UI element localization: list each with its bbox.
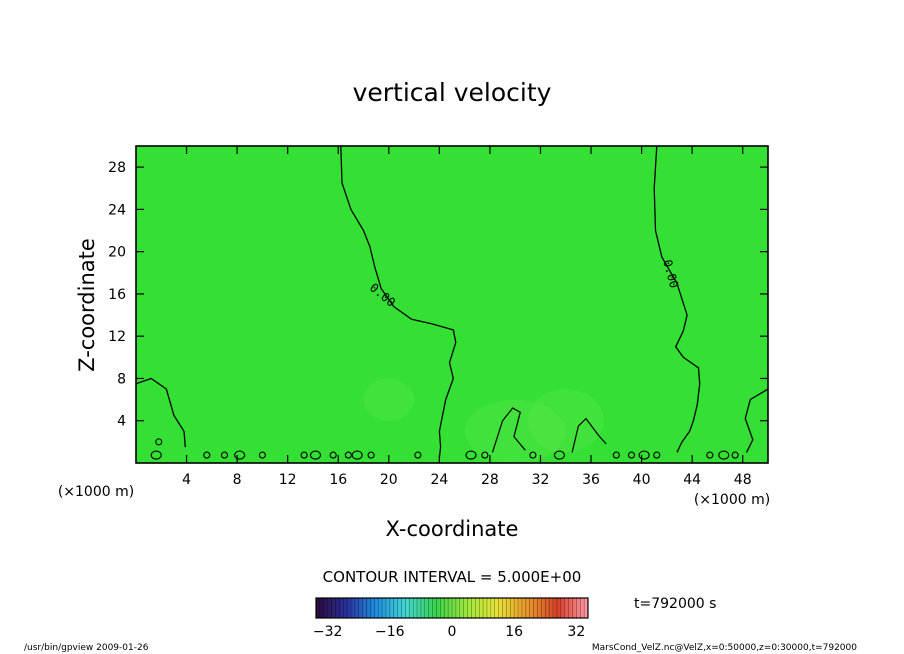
- surface-contour-loop: [706, 451, 714, 459]
- surface-contour-loop: [638, 450, 650, 460]
- shading-patch: [527, 389, 604, 453]
- surface-contour-loop: [300, 451, 308, 459]
- x-unit-label-left: (×1000 m): [58, 484, 134, 500]
- x-unit-label-right: (×1000 m): [694, 492, 770, 508]
- surface-contour-loop: [344, 451, 352, 459]
- plot-area: 0.000.00: [135, 145, 769, 464]
- x-tick-label: 12: [279, 472, 297, 488]
- contour-interval-label: CONTOUR INTERVAL = 5.000E+00: [323, 568, 582, 586]
- contour-bump: [571, 417, 607, 453]
- y-tick-label: 24: [108, 202, 126, 218]
- colorbar-tick-label: −32: [313, 624, 343, 640]
- x-tick-label: 32: [532, 472, 550, 488]
- x-tick-label: 48: [734, 472, 752, 488]
- footer-left: /usr/bin/gpview 2009-01-26: [24, 643, 149, 653]
- velocity-field: [136, 146, 768, 463]
- y-tick-label: 28: [108, 160, 126, 176]
- surface-contour-loop: [627, 451, 636, 459]
- y-tick-label: 16: [108, 287, 126, 303]
- contour-lines: [135, 145, 769, 460]
- time-label: t=792000 s: [634, 596, 716, 612]
- contour-left-edge: [135, 377, 186, 448]
- contour-bump: [491, 407, 526, 453]
- zero-contour-right: [653, 145, 701, 453]
- x-tick-label: 16: [329, 472, 347, 488]
- x-tick-label: 28: [481, 472, 499, 488]
- x-tick-label: 8: [233, 472, 242, 488]
- y-tick-label: 8: [117, 371, 126, 387]
- surface-contour-loop: [731, 451, 739, 459]
- colorbar-ticks: −32 −16 0 16 32: [313, 624, 585, 640]
- colorbar-frame: [315, 597, 589, 619]
- footer-right: MarsCond_VelZ.nc@VelZ,x=0:50000,z=0:3000…: [592, 643, 857, 653]
- x-tick-label: 44: [683, 472, 701, 488]
- colorbar-tick-label: −16: [375, 624, 405, 640]
- x-tick-label: 24: [430, 472, 448, 488]
- surface-contour-loop: [351, 450, 363, 460]
- x-axis-label: X-coordinate: [386, 517, 519, 541]
- y-tick-label: 12: [108, 329, 126, 345]
- surface-contour-loop: [258, 451, 266, 459]
- surface-contour-loop: [465, 450, 477, 460]
- colorbar-tick-label: 16: [505, 624, 523, 640]
- colorbar-tick-label: 32: [567, 624, 585, 640]
- colorbar: [315, 598, 589, 618]
- x-axis-ticks: 4 8 12 16 20 24 28 32 36 40 44 48: [182, 146, 752, 488]
- y-axis-label: Z-coordinate: [75, 238, 99, 372]
- surface-contour-loop: [203, 451, 211, 459]
- plot-frame: [135, 145, 769, 464]
- x-tick-label: 36: [582, 472, 600, 488]
- colorbar-tick-label: 0: [448, 624, 457, 640]
- surface-contour-loop: [481, 451, 489, 459]
- contour-right-edge: [744, 388, 769, 453]
- y-tick-label: 20: [108, 245, 126, 261]
- surface-contour-loop: [220, 451, 229, 459]
- surface-contour-loop: [329, 451, 337, 459]
- surface-contour-loop: [367, 451, 375, 459]
- x-tick-label: 40: [633, 472, 651, 488]
- surface-contour-loop: [718, 450, 730, 460]
- surface-contour-loop: [653, 451, 661, 459]
- x-tick-label: 4: [182, 472, 191, 488]
- chart-title: vertical velocity: [353, 78, 552, 107]
- surface-contour-loop: [553, 450, 565, 460]
- surface-contour-loop: [414, 451, 422, 459]
- surface-contour-loop: [529, 451, 537, 459]
- surface-contour-loop: [309, 450, 322, 460]
- surface-contour-loop: [612, 451, 620, 459]
- surface-contour-loop: [234, 450, 246, 460]
- surface-contour-loop: [155, 438, 163, 446]
- y-axis-ticks: 4 8 12 16 20 24 28: [108, 160, 768, 430]
- zero-contour-left: [340, 145, 457, 458]
- surface-contour-loop: [150, 450, 162, 460]
- y-tick-label: 4: [117, 414, 126, 430]
- shading-patch: [363, 378, 415, 421]
- x-tick-label: 20: [380, 472, 398, 488]
